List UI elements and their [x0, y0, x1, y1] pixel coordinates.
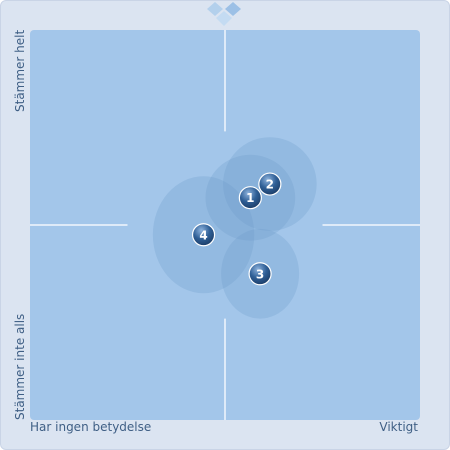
y-axis-label-bottom: Stämmer inte alls [13, 313, 27, 420]
marker-label-1: 1 [246, 191, 254, 205]
marker-label-4: 4 [199, 228, 207, 242]
quadrant-lines [30, 30, 420, 420]
x-axis-label-left: Har ingen betydelse [30, 420, 152, 434]
x-axis-label-right: Viktigt [379, 420, 418, 434]
marker-3 [248, 262, 272, 286]
marker-label-2: 2 [266, 178, 274, 192]
data-markers: 12 3 4 [191, 172, 282, 286]
y-axis-label-top: Stämmer helt [13, 29, 27, 112]
marker-2 [258, 172, 282, 196]
marker-4 [191, 223, 216, 247]
marker-1 [238, 186, 262, 210]
diamond-logo-icon [207, 2, 241, 26]
marker-label-3: 3 [256, 267, 264, 281]
spread-ellipses [152, 137, 317, 319]
chart-svg: 12 3 4 [30, 30, 420, 420]
